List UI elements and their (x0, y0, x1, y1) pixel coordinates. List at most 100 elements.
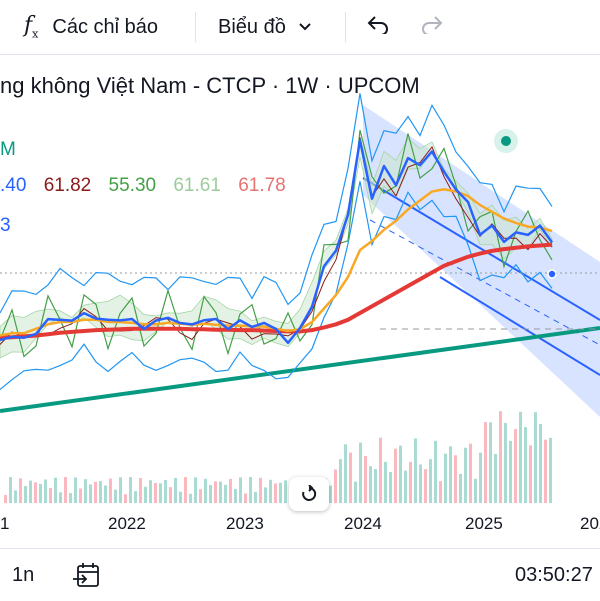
volume-bar (409, 461, 412, 503)
volume-bar (19, 478, 22, 503)
volume-bar (339, 459, 342, 503)
reset-chart-button[interactable] (289, 477, 329, 511)
bollinger-lower-line (0, 181, 553, 390)
volume-bar (239, 477, 242, 503)
time-axis-label: 2025 (465, 514, 503, 533)
chart-type-button[interactable]: Biểu đồ (218, 0, 312, 54)
ma-slow-line (0, 242, 553, 340)
volume-bar (164, 479, 167, 503)
volume-bar (59, 492, 62, 503)
volume-bar (169, 487, 172, 503)
legend-value: .40 (0, 175, 27, 196)
support-trend-line (0, 326, 600, 413)
volume-bar (79, 488, 82, 503)
volume-bar (184, 477, 187, 503)
volume-bar (549, 437, 552, 503)
price-chart[interactable]: 1 2022 2023 2024 2025 202 (0, 55, 600, 535)
volume-bar (384, 461, 387, 503)
legend-value: 61.82 (43, 175, 92, 196)
volume-bar (354, 481, 357, 503)
volume-bar (139, 478, 142, 503)
volume-bar (284, 480, 287, 503)
volume-bar (4, 495, 7, 503)
volume-bar (89, 484, 92, 503)
undo-button[interactable] (366, 0, 390, 54)
volume-bar (364, 455, 367, 503)
volume-bar (274, 483, 277, 503)
volume-bar (444, 453, 447, 503)
timeframe-label: 1n (12, 563, 35, 586)
market-status-icon (494, 129, 518, 153)
volume-bar (514, 429, 517, 503)
volume-bar (234, 489, 237, 503)
channel-lower-line (439, 276, 600, 376)
volume-bar (219, 481, 222, 503)
volume-bar (479, 452, 482, 503)
volume-bar (544, 439, 547, 503)
volume-bar (469, 443, 472, 503)
volume-bar (389, 472, 392, 503)
volume-bar (39, 483, 42, 503)
bollinger-bands (0, 93, 553, 390)
volume-bar (509, 440, 512, 503)
legend-value: 61.61 (173, 175, 221, 196)
volume-bar (504, 423, 507, 503)
volume-bar (149, 480, 152, 503)
series-layer (0, 130, 554, 358)
volume-bar (64, 477, 67, 503)
top-toolbar: fx Các chỉ báo Biểu đồ (0, 0, 600, 55)
redo-button[interactable] (420, 0, 444, 54)
time-axis-label: 202 (580, 514, 600, 533)
volume-bar (344, 444, 347, 503)
last-price-marker (547, 269, 557, 279)
legend-row-2: .40 61.82 55.30 61.61 61.78 (0, 175, 298, 197)
volume-bar (259, 477, 262, 503)
chart-area[interactable]: 1 2022 2023 2024 2025 202 ng không Việt Nam -… (0, 55, 600, 535)
volume-bar (254, 491, 257, 503)
volume-bar (69, 493, 72, 503)
volume-bar (109, 478, 112, 503)
volume-bar (539, 424, 542, 503)
chart-type-label: Biểu đồ (218, 15, 286, 38)
volume-bar (99, 481, 102, 503)
volume-bar (484, 422, 487, 503)
time-axis-label: 2024 (344, 514, 382, 533)
volume-bar (524, 427, 527, 503)
volume-bars (4, 411, 552, 503)
volume-bar (224, 484, 227, 503)
volume-bar (529, 445, 532, 503)
volume-bar (154, 482, 157, 503)
volume-bar (264, 487, 267, 503)
volume-bar (159, 483, 162, 503)
chevron-down-icon (298, 19, 312, 35)
volume-bar (359, 442, 362, 503)
indicators-button[interactable]: fx Các chỉ báo (24, 0, 158, 54)
volume-bar (194, 477, 197, 503)
legend-value: 61.78 (238, 175, 286, 196)
volume-bar (179, 491, 182, 503)
goto-date-button[interactable] (72, 549, 100, 601)
redo-icon (420, 14, 444, 40)
volume-bar (429, 459, 432, 503)
volume-bar (189, 493, 192, 503)
volume-bar (199, 489, 202, 503)
volume-bar (249, 477, 252, 503)
time-axis: 1 2022 2023 2024 2025 202 (0, 514, 600, 533)
volume-bar (54, 477, 57, 503)
bottom-bar: 1n 03:50:27 (0, 548, 600, 601)
reset-icon (302, 485, 317, 501)
volume-bar (419, 464, 422, 503)
timeframe-1n-button[interactable]: 1n (12, 549, 34, 601)
volume-bar (499, 411, 502, 503)
toolbar-divider (345, 12, 346, 42)
volume-bar (464, 447, 467, 503)
time-axis-label: 2022 (108, 514, 146, 533)
volume-bar (174, 477, 177, 503)
legend-value: 3 (0, 215, 11, 236)
price-channel (363, 105, 600, 417)
clock-time: 03:50:27 (515, 563, 593, 586)
bollinger-upper-line (0, 93, 553, 314)
volume-bar (334, 469, 337, 503)
volume-bar (449, 446, 452, 503)
volume-bar (129, 477, 132, 503)
